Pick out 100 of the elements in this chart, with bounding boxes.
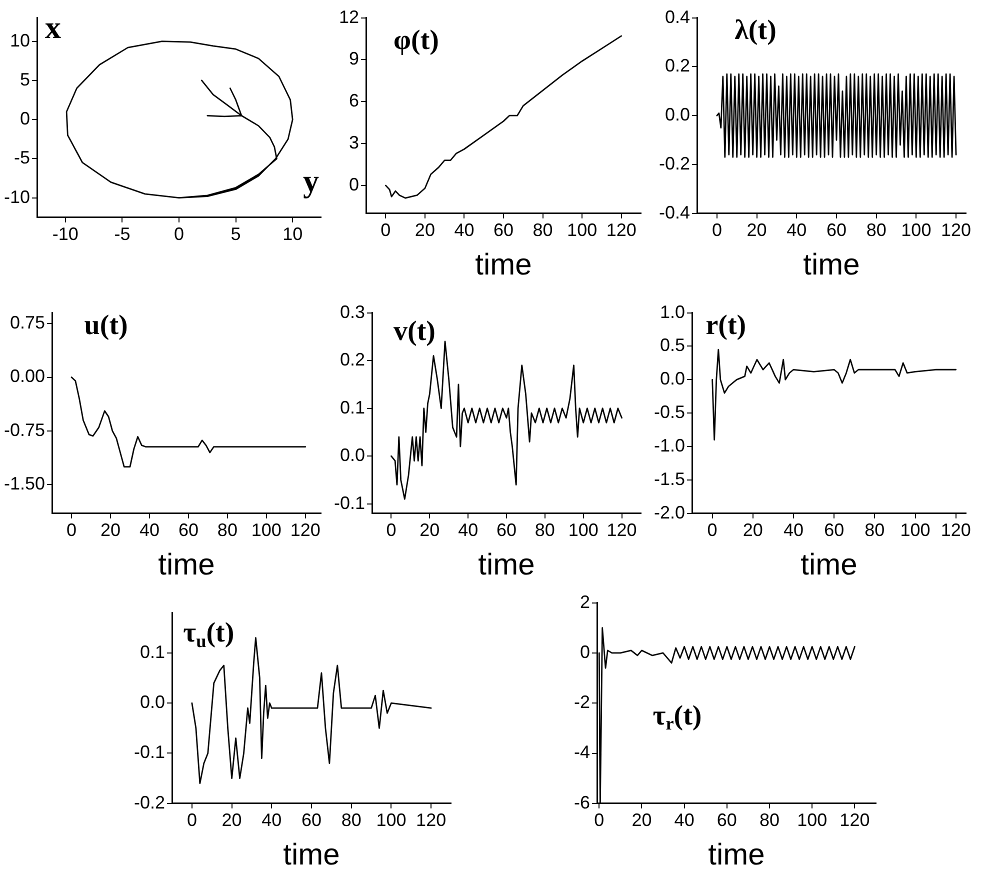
x-tick-label: 60 [493, 220, 514, 240]
x-tick-label: 40 [454, 220, 474, 240]
x-tick-label: 120 [416, 810, 446, 830]
y-tick-label: -0.75 [4, 420, 46, 440]
y-tick-label: 0.0 [664, 104, 690, 125]
x-tick-label: -10 [52, 224, 78, 244]
x-tick-label: 60 [826, 220, 847, 240]
chart-title: r(t) [706, 310, 746, 342]
y-tick-label: 0.0 [340, 445, 366, 466]
y-tick-label: -0.1 [134, 742, 166, 762]
chart-title: u(t) [84, 310, 128, 342]
y-tick-label: 2 [580, 592, 590, 612]
y-tick-label: -1.5 [654, 468, 686, 489]
x-tick-label: 120 [290, 520, 320, 540]
x-tick-label: 0 [386, 520, 396, 540]
x-tick-label: 0 [174, 224, 184, 244]
x-tick-label: 60 [716, 810, 737, 830]
y-tick-label: -0.4 [658, 202, 690, 222]
y-tick-label: -5 [14, 148, 30, 168]
x-tick-label: -5 [114, 224, 130, 244]
y-tick-label: -6 [574, 792, 590, 812]
x-tick-label: 60 [496, 520, 517, 540]
x-tick-label: 0 [186, 810, 197, 830]
y-tick-label: 0.3 [340, 302, 366, 322]
x-tick-label: 120 [941, 220, 972, 240]
x-tick-label: 0 [594, 810, 604, 830]
x-tick-label: 80 [534, 520, 555, 540]
y-tick-label: 0.0 [660, 368, 686, 389]
y-tick-label: 10 [10, 30, 30, 50]
y-tick-label: 0 [349, 174, 360, 194]
x-tick-label: 100 [376, 810, 406, 830]
y-tick-label: -0.2 [658, 153, 690, 174]
x-tick-label: 120 [940, 520, 971, 540]
chart-title: λ(t) [734, 15, 776, 46]
x-tick-label: 40 [139, 520, 160, 540]
x-axis-title: time [475, 248, 532, 282]
x-tick-label: 100 [568, 520, 598, 540]
y-tick-label: 3 [349, 132, 360, 153]
y-tick-label: 0.4 [664, 6, 690, 27]
x-tick-label: 100 [901, 220, 932, 240]
x-axis-title: time [803, 248, 860, 282]
y-tick-label: -10 [4, 186, 30, 207]
y-tick-label: 0.00 [10, 366, 46, 386]
x-tick-label: 100 [797, 810, 828, 830]
x-tick-label: 20 [746, 220, 767, 240]
x-axis-title: time [158, 548, 215, 582]
x-tick-label: 100 [251, 520, 282, 540]
x-axis-title: time [800, 548, 858, 582]
y-tick-label: 12 [338, 6, 360, 27]
x-tick-label: 10 [282, 224, 303, 244]
x-tick-label: 5 [230, 224, 241, 244]
x-tick-label: 60 [178, 520, 198, 540]
x-tick-label: 0 [707, 520, 718, 540]
y-tick-label: 6 [349, 90, 360, 111]
y-tick-label: 1.0 [660, 302, 686, 322]
y-tick-label: -0.1 [334, 492, 366, 513]
x-tick-label: 40 [674, 810, 694, 830]
x-tick-label: 80 [532, 220, 553, 240]
x-tick-label: 80 [864, 520, 885, 540]
x-tick-label: 40 [783, 520, 804, 540]
y-tick-label: 0.2 [664, 56, 690, 76]
x-tick-label: 40 [262, 810, 282, 830]
x-axis-title: y [303, 162, 319, 199]
x-tick-label: 0 [66, 520, 77, 540]
y-tick-label: 0.2 [340, 350, 366, 370]
y-tick-label: 9 [349, 48, 360, 69]
y-tick-label: -1.0 [654, 436, 686, 456]
y-tick-label: 0.1 [140, 642, 166, 662]
y-tick-label: -0.2 [134, 792, 166, 812]
x-tick-label: 0 [712, 220, 722, 240]
x-tick-label: 20 [632, 810, 652, 830]
y-tick-label: -2.0 [654, 502, 686, 522]
y-tick-label: 0.1 [340, 397, 366, 418]
chart-title: v(t) [394, 316, 436, 348]
x-tick-label: 100 [900, 520, 930, 540]
y-tick-label: 0.75 [10, 312, 46, 333]
y-tick-label: -2 [574, 692, 590, 712]
x-tick-label: 80 [760, 810, 780, 830]
x-tick-label: 20 [100, 520, 121, 540]
x-tick-label: 0 [380, 220, 391, 240]
x-tick-label: 40 [458, 520, 478, 540]
x-tick-label: 80 [866, 220, 886, 240]
y-tick-label: -1.50 [4, 474, 46, 494]
y-tick-label: 0.0 [140, 692, 166, 712]
x-tick-label: 120 [606, 520, 637, 540]
y-tick-label: 5 [20, 69, 30, 90]
y-tick-label: 0 [20, 108, 30, 129]
x-axis-title: time [708, 838, 765, 872]
x-tick-label: 60 [301, 810, 322, 830]
x-axis-title: time [478, 548, 535, 582]
y-axis-title: x [45, 9, 62, 46]
chart-title: φ(t) [394, 24, 439, 56]
x-tick-label: 20 [742, 520, 763, 540]
x-tick-label: 100 [567, 220, 598, 240]
x-tick-label: 120 [606, 220, 636, 240]
x-tick-label: 20 [414, 220, 435, 240]
y-tick-label: -0.5 [654, 402, 686, 422]
x-tick-label: 60 [824, 520, 844, 540]
x-tick-label: 80 [217, 520, 238, 540]
y-tick-label: 0.5 [660, 335, 686, 356]
